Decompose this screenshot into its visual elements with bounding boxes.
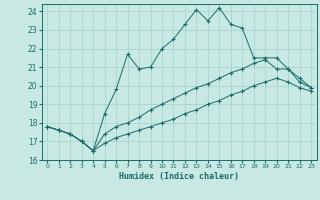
X-axis label: Humidex (Indice chaleur): Humidex (Indice chaleur) xyxy=(119,172,239,181)
